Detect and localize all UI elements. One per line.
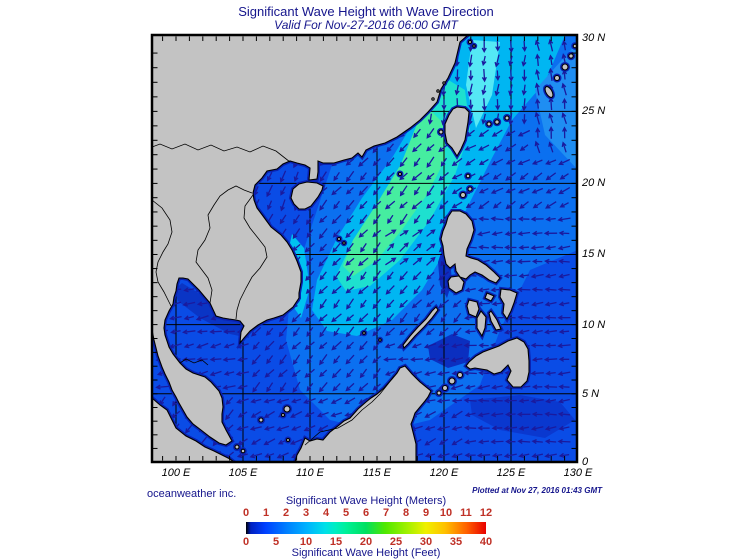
plotted-timestamp: Plotted at Nov 27, 2016 01:43 GMT (472, 486, 602, 495)
x-tick-label: 110 E (296, 467, 324, 479)
meters-tick: 0 (242, 507, 250, 519)
oceanweather-credit: oceanweather inc. (147, 488, 237, 500)
meters-tick: 1 (262, 507, 270, 519)
ocean-core-luzon-strait (343, 105, 445, 276)
meters-tick: 8 (402, 507, 410, 519)
meters-tick: 5 (342, 507, 350, 519)
y-tick-label: 25 N (582, 105, 606, 118)
feet-tick: 40 (479, 536, 493, 548)
ocean-streak-east-china-sea (466, 40, 500, 128)
y-tick-label: 5 N (582, 387, 600, 400)
legend-label-meters: Significant Wave Height (Meters) (285, 495, 447, 507)
feet-tick: 35 (449, 536, 463, 548)
feet-tick: 5 (272, 536, 280, 548)
feet-tick: 15 (329, 536, 343, 548)
feet-tick: 30 (419, 536, 433, 548)
x-tick-label: 105 E (228, 467, 258, 479)
wave-height-colorbar (246, 522, 486, 534)
meters-tick: 10 (439, 507, 453, 519)
meters-tick: 4 (322, 507, 330, 519)
meters-tick: 9 (422, 507, 430, 519)
ocean-patch-ryukyu-east (535, 43, 577, 169)
meters-tick: 3 (302, 507, 310, 519)
y-tick-label: 20 N (582, 177, 606, 190)
meters-tick: 2 (282, 507, 290, 519)
y-tick-label: 30 N (582, 32, 606, 45)
legend-label-feet: Significant Wave Height (Feet) (291, 547, 441, 559)
map-frame (150, 33, 579, 464)
meters-tick: 11 (460, 507, 472, 519)
feet-tick: 0 (242, 536, 250, 548)
meters-tick: 6 (362, 507, 370, 519)
meters-tick: 7 (382, 507, 390, 519)
meters-tick: 12 (479, 507, 493, 519)
y-tick-label: 15 N (582, 248, 606, 261)
country-borders (152, 143, 395, 446)
ocean-calm-sulu-sea (428, 334, 470, 368)
x-tick-label: 100 E (161, 467, 191, 479)
page-title: Significant Wave Height with Wave Direct… (238, 4, 494, 19)
feet-tick: 25 (389, 536, 403, 548)
valid-time-subtitle: Valid For Nov-27-2016 06:00 GMT (274, 18, 458, 32)
y-tick-label: 0 (582, 456, 589, 468)
degree-tick-marks (153, 36, 576, 461)
y-tick-label: 10 N (582, 318, 606, 331)
x-tick-label: 130 E (563, 467, 593, 479)
x-tick-label: 125 E (496, 467, 526, 479)
feet-tick: 20 (359, 536, 373, 548)
x-tick-label: 120 E (429, 467, 459, 479)
feet-tick: 10 (299, 536, 313, 548)
x-tick-label: 115 E (363, 467, 391, 479)
